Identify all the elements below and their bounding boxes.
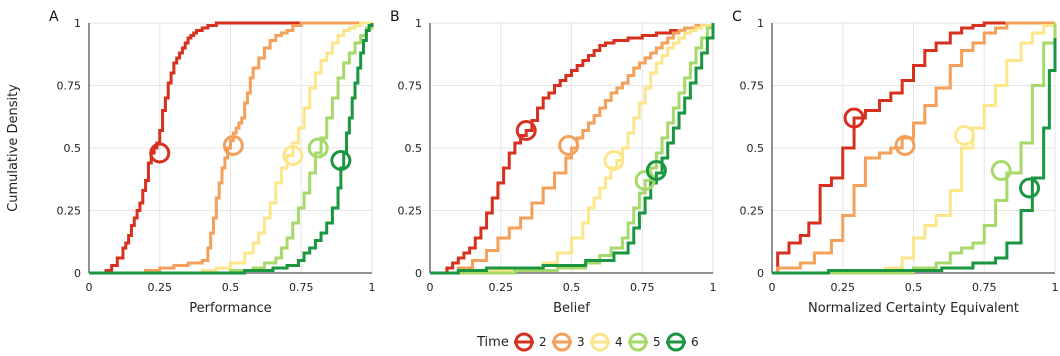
panel-label: C [732, 9, 742, 25]
series-line-time-6 [772, 38, 1057, 275]
y-tick-label: 0.25 [398, 205, 423, 218]
y-tick-label: 0.5 [405, 142, 423, 155]
x-tick-label: 0.75 [289, 281, 314, 294]
x-tick-label: 0 [427, 281, 434, 294]
median-marker-time-3 [222, 135, 244, 156]
series-line-time-2 [430, 23, 715, 275]
legend-label: 5 [653, 335, 661, 349]
y-tick-label: 0.75 [740, 80, 765, 93]
legend-item-time-3: 3 [552, 332, 585, 352]
median-marker-time-6 [1019, 177, 1041, 199]
x-axis-label: Performance [189, 301, 271, 316]
series-line-time-3 [430, 23, 715, 275]
y-tick-label: 0.75 [398, 80, 423, 93]
panel-label: B [390, 9, 400, 25]
x-tick-label: 0.5 [563, 281, 581, 294]
x-axis-label: Belief [553, 301, 590, 316]
y-tick-label: 1 [757, 17, 764, 30]
median-marker-time-6 [330, 150, 352, 171]
median-marker-time-2 [843, 107, 865, 129]
legend-label: 2 [539, 335, 547, 349]
y-tick-label: 0 [415, 267, 422, 280]
panel-a: A 00 0.25 0.25 0.5 0.5 0.75 0.75 1 1 Performance [49, 9, 376, 316]
x-tick-label: 0.5 [222, 281, 240, 294]
legend: Time 2 3 4 5 6 [476, 332, 699, 352]
y-tick-label: 1 [415, 17, 422, 30]
x-tick-label: 0.5 [905, 281, 923, 294]
legend-label: 6 [691, 335, 699, 349]
legend-item-time-2: 2 [514, 332, 547, 352]
y-tick-label: 0 [74, 267, 81, 280]
x-tick-label: 0.25 [148, 281, 173, 294]
median-marker-time-3 [558, 135, 580, 156]
y-tick-label: 1 [74, 17, 81, 30]
median-marker-time-6 [645, 160, 667, 181]
series-line-time-4 [89, 21, 372, 275]
series-line-time-5 [772, 23, 1057, 275]
legend-label: 4 [615, 335, 623, 349]
y-tick-label: 0.5 [64, 142, 82, 155]
series-line-time-3 [89, 21, 372, 275]
x-axis-label: Normalized Certainty Equivalent [808, 301, 1019, 316]
legend-title: Time [476, 335, 509, 350]
series-line-time-4 [430, 23, 715, 275]
series-line-time-5 [89, 23, 374, 275]
series-line-time-2 [89, 21, 372, 275]
panel-c: C 00 0.25 0.25 0.5 0.5 0.75 0.75 1 1 Normalized Ce… [732, 9, 1059, 316]
median-marker-time-2 [515, 120, 537, 141]
series-line-time-4 [772, 23, 1057, 275]
legend-item-time-5: 5 [628, 332, 661, 352]
series-line-time-6 [89, 23, 374, 275]
x-tick-label: 0.25 [489, 281, 514, 294]
panel-label: A [49, 9, 59, 25]
x-tick-label: 0 [769, 281, 776, 294]
legend-item-time-6: 6 [666, 332, 699, 352]
median-marker-time-5 [307, 137, 329, 159]
legend-item-time-4: 4 [590, 332, 623, 352]
x-tick-label: 1 [1052, 281, 1059, 294]
y-tick-label: 0.25 [740, 205, 765, 218]
median-marker-time-2 [149, 142, 171, 164]
legend-label: 3 [577, 335, 585, 349]
y-axis-label: Cumulative Density [6, 84, 21, 212]
x-tick-label: 0.25 [831, 281, 856, 294]
median-marker-time-5 [990, 160, 1012, 181]
x-tick-label: 0 [86, 281, 93, 294]
y-tick-label: 0.5 [747, 142, 765, 155]
y-tick-label: 0 [757, 267, 764, 280]
median-marker-time-4 [603, 150, 625, 171]
x-tick-label: 0.75 [972, 281, 997, 294]
median-marker-time-4 [282, 145, 304, 166]
median-marker-time-3 [894, 135, 916, 156]
chart-panels: A000.250.250.50.50.750.7511PerformanceB0… [49, 9, 1059, 316]
median-marker-time-4 [953, 125, 975, 146]
y-tick-label: 0.75 [57, 80, 82, 93]
y-tick-label: 0.25 [57, 205, 82, 218]
x-tick-label: 1 [369, 281, 376, 294]
panel-b: B 00 0.25 0.25 0.5 0.5 0.75 0.75 1 1 Belief [390, 9, 717, 316]
series-line-time-2 [772, 21, 1055, 275]
x-tick-label: 1 [710, 281, 717, 294]
series-line-time-6 [430, 23, 715, 275]
x-tick-label: 0.75 [630, 281, 655, 294]
